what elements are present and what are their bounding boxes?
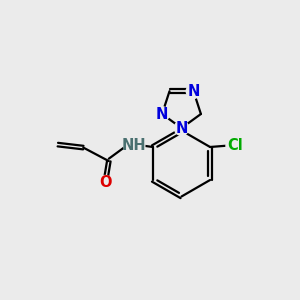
Circle shape	[174, 121, 189, 135]
Text: Cl: Cl	[228, 138, 244, 153]
Text: N: N	[187, 84, 200, 99]
Text: NH: NH	[122, 138, 147, 153]
Text: N: N	[156, 106, 168, 122]
Text: O: O	[99, 175, 112, 190]
Circle shape	[98, 176, 112, 190]
Circle shape	[186, 84, 201, 98]
Text: N: N	[175, 121, 188, 136]
Circle shape	[124, 135, 145, 156]
Circle shape	[226, 136, 245, 155]
Circle shape	[155, 107, 169, 121]
